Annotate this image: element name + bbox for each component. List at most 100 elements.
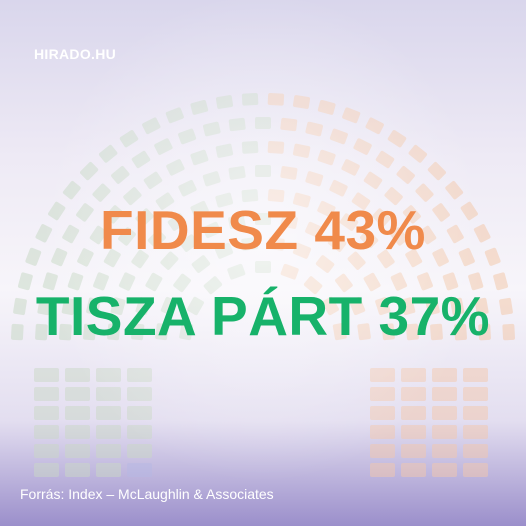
seat xyxy=(65,425,90,439)
seat xyxy=(165,107,184,124)
seat xyxy=(317,149,336,166)
tisza-result: TISZA PÁRT 37% xyxy=(35,285,491,347)
hirado-logo: HIRADO.HU xyxy=(34,46,117,62)
seat xyxy=(370,406,395,420)
seat xyxy=(127,425,152,439)
seat xyxy=(463,463,488,477)
seat xyxy=(401,368,426,382)
seat xyxy=(280,166,298,180)
seat xyxy=(65,406,90,420)
seat xyxy=(65,444,90,458)
seat xyxy=(375,150,395,169)
seat xyxy=(131,150,151,169)
seat xyxy=(34,368,59,382)
seat xyxy=(96,444,121,458)
seat xyxy=(280,117,298,132)
seat xyxy=(463,387,488,401)
seat xyxy=(365,117,384,135)
seat xyxy=(34,444,59,458)
seat xyxy=(190,149,209,166)
seat xyxy=(228,166,246,180)
seat xyxy=(353,138,372,155)
seat xyxy=(34,463,59,477)
seat xyxy=(305,121,323,137)
seat xyxy=(463,406,488,420)
seat xyxy=(190,99,209,115)
seat xyxy=(65,368,90,382)
seat xyxy=(127,387,152,401)
seat xyxy=(370,463,395,477)
seat xyxy=(96,425,121,439)
seat xyxy=(305,171,324,187)
seat xyxy=(96,387,121,401)
seat xyxy=(96,368,121,382)
seat xyxy=(280,263,299,280)
seat xyxy=(143,171,163,190)
seat xyxy=(178,179,197,197)
seat xyxy=(370,368,395,382)
seat xyxy=(111,165,130,184)
seat xyxy=(127,406,152,420)
seat xyxy=(34,387,59,401)
seat xyxy=(255,117,271,129)
seat xyxy=(401,406,426,420)
seat xyxy=(292,143,311,158)
seat xyxy=(329,179,348,197)
seat xyxy=(329,128,348,145)
seat xyxy=(432,387,457,401)
seat xyxy=(401,444,426,458)
seat xyxy=(99,144,118,163)
seat xyxy=(370,425,395,439)
seat xyxy=(432,444,457,458)
seat xyxy=(142,117,161,135)
seat xyxy=(34,425,59,439)
seat xyxy=(203,121,221,137)
seat xyxy=(317,99,336,115)
seat xyxy=(178,128,197,145)
seat xyxy=(363,171,383,190)
seat xyxy=(215,143,234,158)
seat xyxy=(396,165,415,184)
seat xyxy=(96,406,121,420)
seat xyxy=(34,406,59,420)
seat xyxy=(127,444,152,458)
seat xyxy=(65,463,90,477)
seat xyxy=(241,141,259,154)
seat xyxy=(401,463,426,477)
seat xyxy=(127,368,152,382)
seat xyxy=(255,261,271,273)
seat xyxy=(255,165,271,177)
seat xyxy=(370,444,395,458)
seat xyxy=(463,425,488,439)
seat xyxy=(370,387,395,401)
seat xyxy=(463,444,488,458)
seat xyxy=(96,463,121,477)
seat xyxy=(119,130,139,148)
seat xyxy=(401,425,426,439)
seat xyxy=(65,387,90,401)
seat xyxy=(80,162,99,181)
seat xyxy=(127,463,152,477)
seat xyxy=(387,130,407,148)
seat xyxy=(166,159,185,176)
seat xyxy=(267,141,285,154)
seat xyxy=(202,171,221,187)
seat xyxy=(432,406,457,420)
seat xyxy=(227,263,246,280)
fidesz-result: FIDESZ 43% xyxy=(100,199,426,261)
seat xyxy=(427,162,446,181)
seat xyxy=(228,117,246,132)
seat xyxy=(342,107,361,124)
seat xyxy=(267,92,285,106)
seat xyxy=(241,92,259,106)
seat xyxy=(292,95,311,109)
source-caption: Forrás: Index – McLaughlin & Associates xyxy=(20,486,274,502)
seat xyxy=(215,95,234,109)
seat xyxy=(401,387,426,401)
seat xyxy=(463,368,488,382)
seat xyxy=(432,425,457,439)
seat xyxy=(154,138,173,155)
seat xyxy=(341,159,360,176)
seat xyxy=(408,144,427,163)
